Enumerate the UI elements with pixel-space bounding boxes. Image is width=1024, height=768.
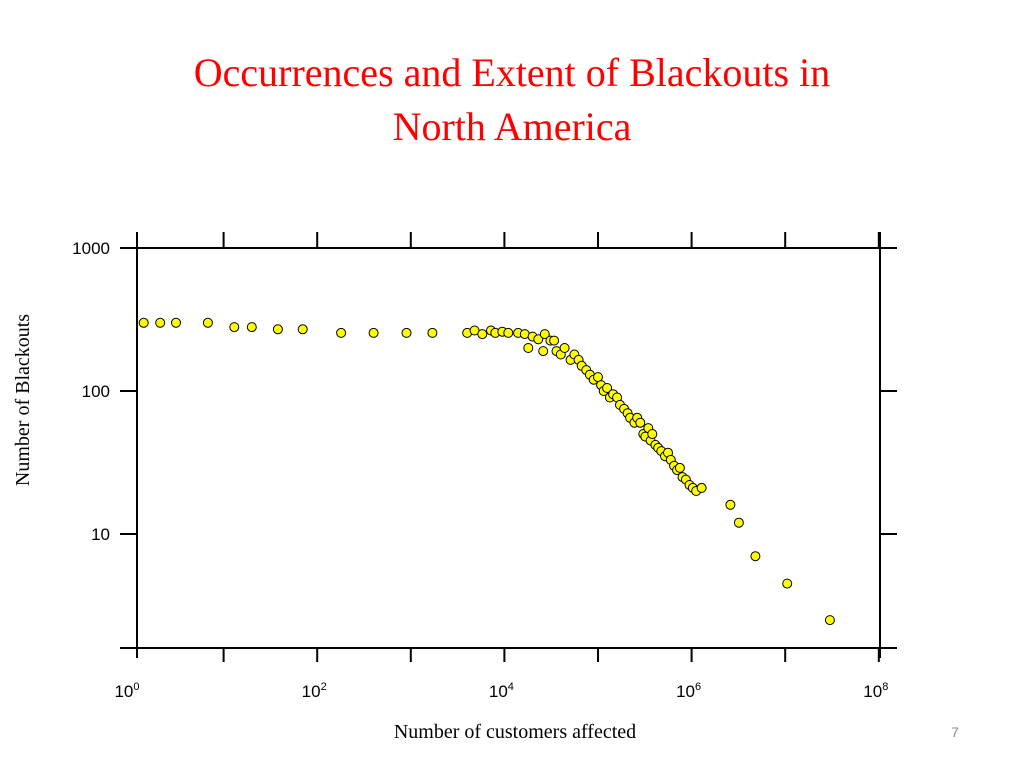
data-point: [635, 417, 646, 428]
x-tick-label: 102: [302, 681, 327, 701]
x-tick-label: 108: [863, 681, 888, 701]
data-point: [725, 499, 736, 510]
data-point: [824, 615, 835, 626]
y-tick-label: 10: [91, 525, 110, 544]
data-point: [477, 329, 488, 340]
data-point: [674, 462, 685, 473]
x-axis-title: Number of customers affected: [394, 721, 636, 743]
data-point: [533, 334, 544, 345]
x-axis: 100 102 104 106 108: [114, 232, 888, 701]
data-point: [155, 317, 166, 328]
data-point: [272, 324, 283, 335]
slide-title: Occurrences and Extent of Blackouts in N…: [0, 46, 1024, 154]
y-tick-label: 100: [82, 382, 110, 401]
x-tick-label: 100: [114, 681, 139, 701]
slide-title-line-1: Occurrences and Extent of Blackouts in: [193, 50, 831, 95]
y-axis-title: Number of Blackouts: [12, 314, 34, 486]
data-point: [549, 335, 560, 346]
data-point: [368, 327, 379, 338]
data-points: [138, 317, 835, 626]
page-number: 7: [951, 724, 959, 740]
y-axis: 1000 100 10: [72, 239, 897, 544]
data-point: [602, 383, 613, 393]
data-point: [782, 578, 793, 589]
data-point: [559, 343, 570, 353]
data-point: [523, 343, 534, 353]
data-point: [427, 327, 438, 338]
data-point: [696, 482, 707, 493]
x-tick-label: 104: [489, 681, 514, 701]
data-point: [750, 551, 761, 562]
data-point: [503, 327, 514, 338]
y-tick-label: 1000: [72, 239, 110, 258]
slide-title-line-2: North America: [392, 104, 632, 149]
data-point: [229, 322, 240, 333]
x-tick-label: 106: [676, 681, 701, 701]
data-point: [202, 317, 213, 328]
data-point: [539, 329, 550, 340]
data-point: [336, 327, 347, 338]
data-point: [538, 346, 549, 357]
data-point: [401, 327, 412, 338]
data-point: [647, 429, 658, 439]
data-point: [733, 517, 744, 528]
data-point: [171, 317, 181, 328]
plot-frame: [120, 232, 897, 658]
data-point: [297, 324, 308, 335]
data-point: [246, 322, 257, 333]
data-point: [138, 317, 149, 328]
